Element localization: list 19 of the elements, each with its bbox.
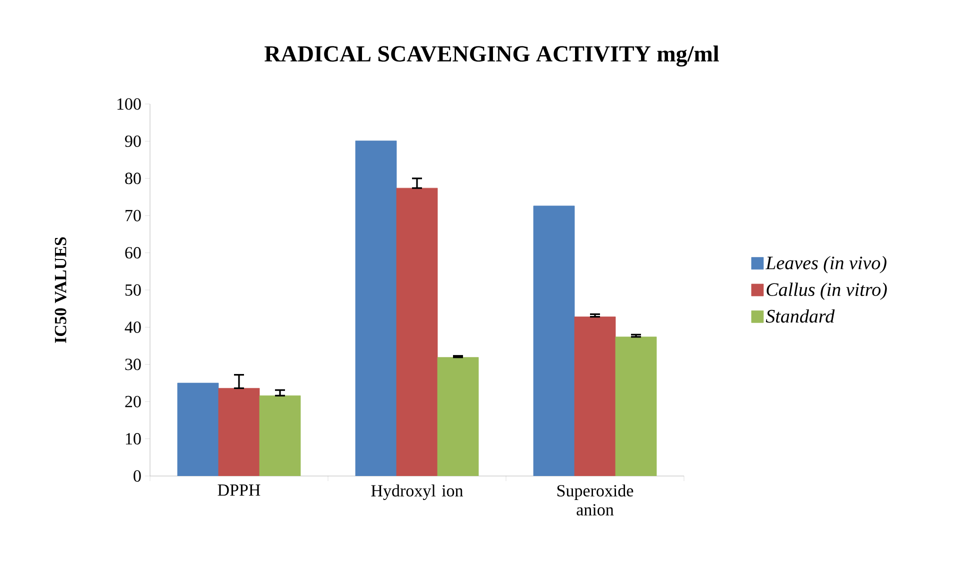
y-tick-label: 90 bbox=[125, 135, 141, 147]
y-tick-label: 40 bbox=[124, 321, 141, 333]
x-tick-label: Superoxide anion bbox=[557, 484, 634, 516]
x-tick-label: Hydroxyl ion bbox=[371, 484, 464, 500]
y-tick-label: 10 bbox=[126, 433, 141, 445]
legend-label: Standard bbox=[766, 309, 835, 323]
legend-label: Callus (in vitro) bbox=[766, 282, 887, 300]
y-axis-title: IC50 VALUES bbox=[54, 237, 66, 343]
y-tick-label: 30 bbox=[125, 358, 141, 370]
y-tick-label: 20 bbox=[125, 396, 141, 408]
y-tick-label: 70 bbox=[126, 210, 141, 222]
y-tick-label: 0 bbox=[134, 470, 141, 482]
y-tick-label: 60 bbox=[125, 247, 141, 259]
y-tick-label: 50 bbox=[125, 284, 141, 296]
legend-label: Leaves (in vivo) bbox=[765, 256, 886, 274]
y-tick-label: 100 bbox=[117, 98, 141, 110]
y-tick-label: 80 bbox=[125, 172, 141, 184]
chart-title: RADICAL SCAVENGING ACTIVITY mg/ml bbox=[264, 45, 719, 66]
x-tick-label: DPPH bbox=[218, 484, 260, 496]
